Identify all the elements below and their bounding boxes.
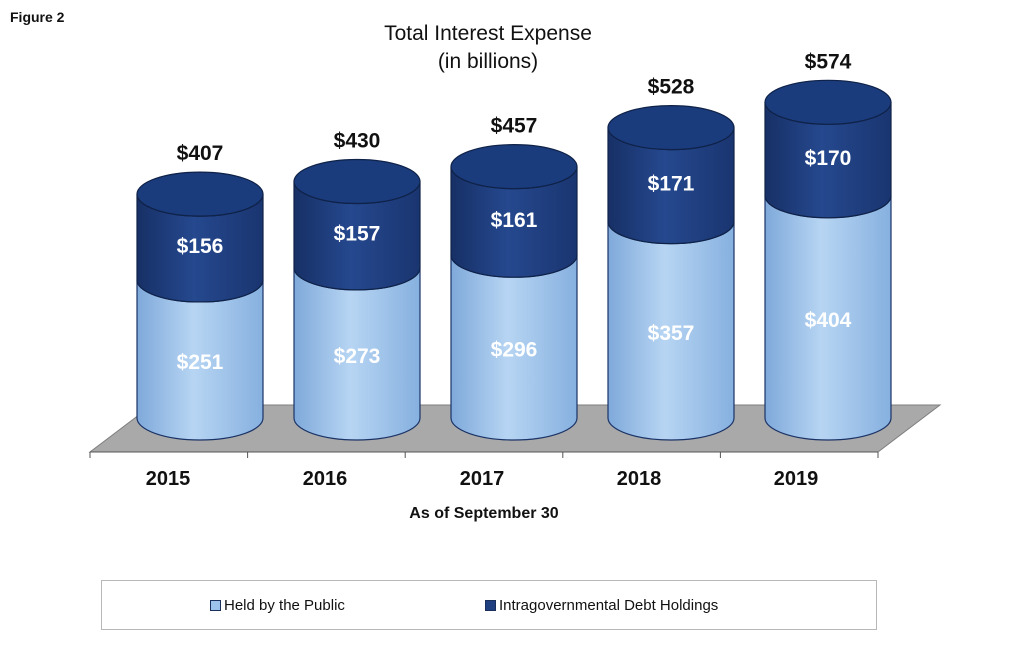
- total-label-2017: $457: [491, 115, 538, 138]
- x-axis-ticks: 2015 2016 2017 2018 2019: [89, 452, 879, 490]
- x-tick-label-2017: 2017: [460, 468, 505, 490]
- value-label-intragovernmental-2017: $161: [491, 209, 538, 232]
- x-tick-label-2016: 2016: [303, 468, 348, 490]
- bar-2017: $296 $161 $457: [450, 115, 578, 441]
- chart-subtitle: (in billions): [438, 50, 538, 73]
- legend-label-public: Held by the Public: [224, 597, 345, 614]
- x-tick-label-2019: 2019: [774, 468, 819, 490]
- value-label-public-2019: $404: [805, 309, 852, 332]
- legend-swatch-public: [210, 600, 221, 611]
- bar-top-cap-2019: [764, 79, 892, 125]
- x-tick-label-2018: 2018: [617, 468, 662, 490]
- total-label-2016: $430: [334, 130, 381, 153]
- value-label-intragovernmental-2018: $171: [648, 173, 695, 196]
- x-axis-label: As of September 30: [409, 505, 558, 522]
- legend-item-intragovernmental: Intragovernmental Debt Holdings: [485, 597, 718, 614]
- bar-top-cap-2015: [136, 171, 264, 217]
- legend-swatch-intragovernmental: [485, 600, 496, 611]
- legend: Held by the Public Intragovernmental Deb…: [101, 580, 877, 630]
- bar-2019: $404 $170 $574: [764, 50, 892, 441]
- legend-label-intragovernmental: Intragovernmental Debt Holdings: [499, 597, 719, 614]
- bar-2015: $251 $156 $407: [136, 142, 264, 441]
- x-tick-label-2015: 2015: [146, 468, 191, 490]
- value-label-intragovernmental-2015: $156: [177, 235, 224, 258]
- legend-item-public: Held by the Public: [210, 597, 345, 614]
- bar-2016: $273 $157 $430: [293, 130, 421, 441]
- value-label-public-2016: $273: [334, 345, 381, 368]
- total-label-2019: $574: [805, 50, 852, 73]
- bar-top-cap-2018: [607, 104, 735, 151]
- value-label-public-2018: $357: [648, 322, 695, 345]
- value-label-public-2015: $251: [177, 351, 224, 374]
- bars-group: $251 $156 $407 $273 $157 $430 $296 $161 $457 $357…: [136, 50, 892, 441]
- value-label-public-2017: $296: [491, 339, 538, 362]
- bar-top-cap-2016: [293, 158, 421, 205]
- chart-title: Total Interest Expense: [384, 22, 592, 45]
- total-label-2018: $528: [648, 76, 695, 99]
- total-label-2015: $407: [177, 142, 224, 165]
- bar-2018: $357 $171 $528: [607, 76, 735, 441]
- value-label-intragovernmental-2019: $170: [805, 147, 852, 170]
- bar-top-cap-2017: [450, 144, 578, 190]
- figure-label: Figure 2: [10, 9, 65, 25]
- value-label-intragovernmental-2016: $157: [334, 223, 381, 246]
